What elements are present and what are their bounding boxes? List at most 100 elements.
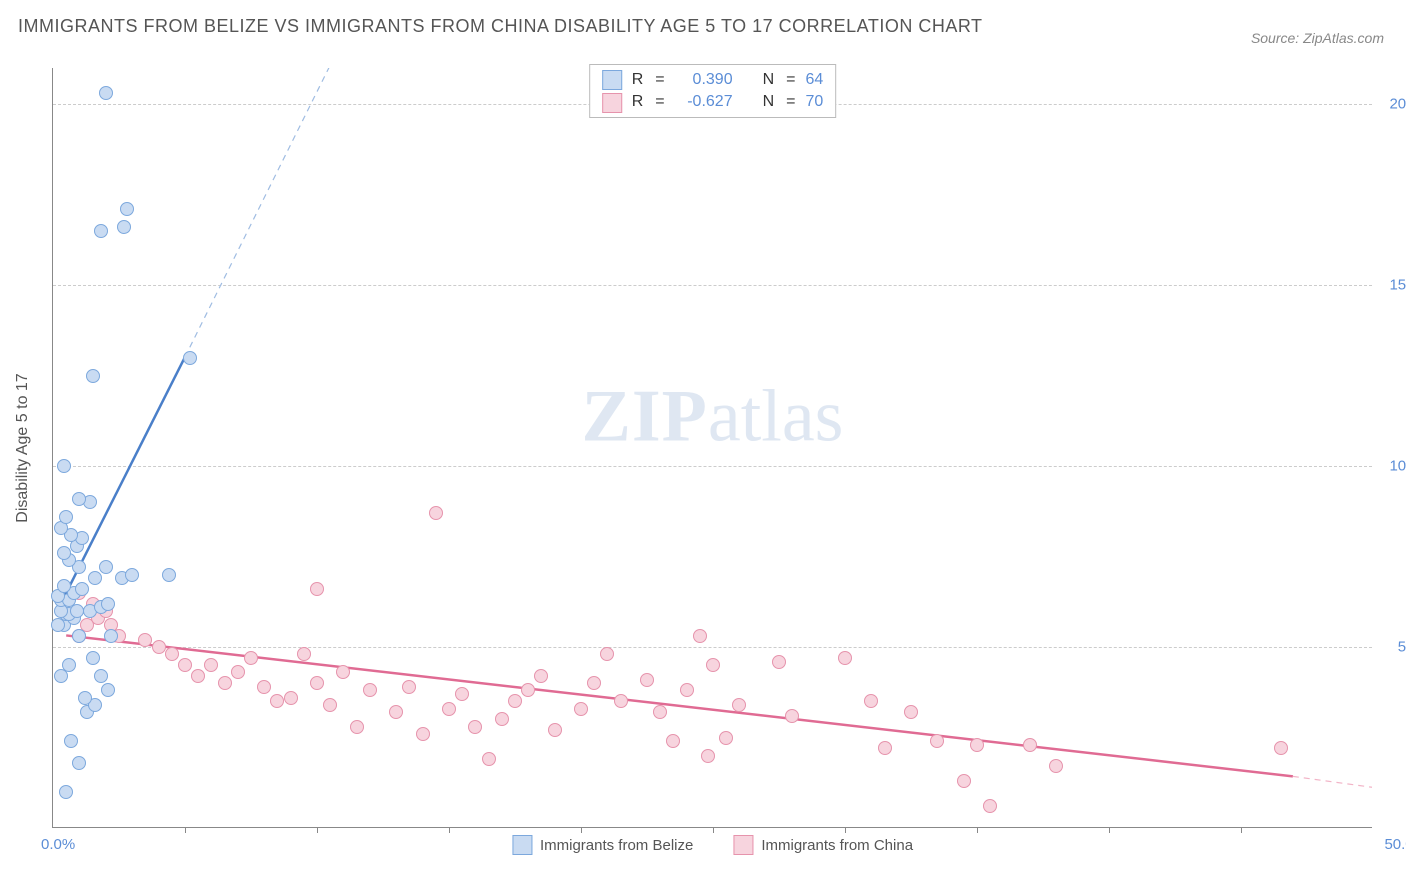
- data-point-series2: [548, 723, 562, 737]
- data-point-series2: [138, 633, 152, 647]
- data-point-series1: [88, 571, 102, 585]
- data-point-series2: [653, 705, 667, 719]
- r-label: R: [632, 91, 644, 113]
- data-point-series2: [614, 694, 628, 708]
- data-point-series2: [244, 651, 258, 665]
- data-point-series2: [363, 683, 377, 697]
- data-point-series2: [719, 731, 733, 745]
- r-value-s2: -0.627: [675, 91, 733, 113]
- data-point-series1: [99, 86, 113, 100]
- y-axis-title: Disability Age 5 to 17: [14, 373, 32, 522]
- data-point-series2: [666, 734, 680, 748]
- legend-label-s1: Immigrants from Belize: [540, 837, 693, 854]
- data-point-series2: [257, 680, 271, 694]
- data-point-series1: [125, 568, 139, 582]
- x-tick: [581, 827, 582, 833]
- data-point-series2: [231, 665, 245, 679]
- x-axis-label-min: 0.0%: [41, 836, 75, 853]
- data-point-series2: [732, 698, 746, 712]
- data-point-series2: [640, 673, 654, 687]
- r-label: R: [632, 69, 644, 91]
- data-point-series2: [482, 752, 496, 766]
- data-point-series2: [336, 665, 350, 679]
- data-point-series2: [323, 698, 337, 712]
- data-point-series2: [930, 734, 944, 748]
- data-point-series1: [162, 568, 176, 582]
- y-tick-label: 10.0%: [1377, 458, 1406, 475]
- data-point-series1: [101, 597, 115, 611]
- data-point-series2: [534, 669, 548, 683]
- data-point-series2: [165, 647, 179, 661]
- data-point-series1: [57, 459, 71, 473]
- stats-row-series1: R = 0.390 N = 64: [602, 69, 824, 91]
- data-point-series2: [468, 720, 482, 734]
- data-point-series2: [772, 655, 786, 669]
- data-point-series2: [904, 705, 918, 719]
- data-point-series2: [983, 799, 997, 813]
- swatch-series1: [512, 835, 532, 855]
- data-point-series2: [204, 658, 218, 672]
- data-point-series1: [101, 683, 115, 697]
- x-tick: [449, 827, 450, 833]
- gridline-h: [53, 466, 1372, 467]
- data-point-series1: [86, 369, 100, 383]
- data-point-series1: [64, 734, 78, 748]
- n-label: N: [763, 91, 775, 113]
- data-point-series1: [57, 579, 71, 593]
- x-tick: [845, 827, 846, 833]
- gridline-h: [53, 647, 1372, 648]
- data-point-series2: [270, 694, 284, 708]
- stats-legend: R = 0.390 N = 64 R = -0.627 N = 70: [589, 64, 837, 118]
- data-point-series2: [587, 676, 601, 690]
- stats-row-series2: R = -0.627 N = 70: [602, 91, 824, 113]
- data-point-series2: [680, 683, 694, 697]
- watermark: ZIPatlas: [582, 375, 844, 460]
- data-point-series2: [957, 774, 971, 788]
- n-label: N: [763, 69, 775, 91]
- data-point-series2: [389, 705, 403, 719]
- data-point-series1: [78, 691, 92, 705]
- data-point-series1: [120, 202, 134, 216]
- data-point-series2: [600, 647, 614, 661]
- data-point-series2: [521, 683, 535, 697]
- data-point-series2: [284, 691, 298, 705]
- data-point-series2: [785, 709, 799, 723]
- data-point-series1: [57, 546, 71, 560]
- data-point-series2: [706, 658, 720, 672]
- data-point-series1: [183, 351, 197, 365]
- trend-lines-layer: [53, 68, 1372, 827]
- data-point-series2: [1023, 738, 1037, 752]
- data-point-series1: [72, 492, 86, 506]
- x-tick: [185, 827, 186, 833]
- source-attribution: Source: ZipAtlas.com: [1251, 30, 1384, 46]
- r-value-s1: 0.390: [675, 69, 733, 91]
- data-point-series1: [62, 658, 76, 672]
- x-tick: [1241, 827, 1242, 833]
- x-axis-label-max: 50.0%: [1384, 836, 1406, 853]
- data-point-series2: [1049, 759, 1063, 773]
- data-point-series1: [104, 629, 118, 643]
- data-point-series1: [86, 651, 100, 665]
- chart-title: IMMIGRANTS FROM BELIZE VS IMMIGRANTS FRO…: [18, 16, 983, 37]
- gridline-h: [53, 285, 1372, 286]
- legend-label-s2: Immigrants from China: [761, 837, 913, 854]
- swatch-series2: [602, 93, 622, 113]
- n-value-s2: 70: [806, 91, 824, 113]
- x-tick: [1109, 827, 1110, 833]
- legend-item-series2: Immigrants from China: [733, 835, 913, 855]
- data-point-series2: [455, 687, 469, 701]
- y-tick-label: 20.0%: [1377, 96, 1406, 113]
- data-point-series2: [402, 680, 416, 694]
- data-point-series1: [94, 669, 108, 683]
- data-point-series2: [574, 702, 588, 716]
- data-point-series2: [429, 506, 443, 520]
- trendline-series1-dash: [185, 68, 343, 357]
- data-point-series2: [1274, 741, 1288, 755]
- x-tick: [317, 827, 318, 833]
- legend-item-series1: Immigrants from Belize: [512, 835, 693, 855]
- x-tick: [977, 827, 978, 833]
- data-point-series1: [117, 220, 131, 234]
- data-point-series2: [218, 676, 232, 690]
- data-point-series1: [59, 785, 73, 799]
- swatch-series2: [733, 835, 753, 855]
